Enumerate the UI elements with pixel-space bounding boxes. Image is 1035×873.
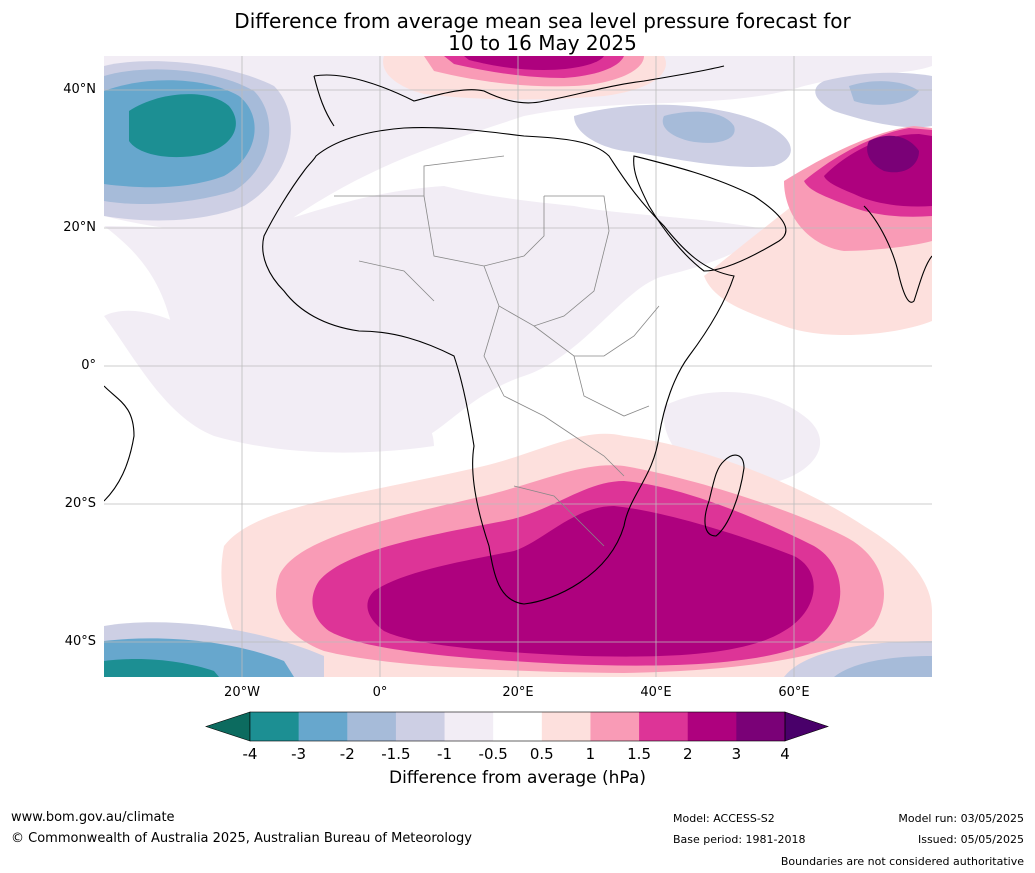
footer-website: www.bom.gov.au/climate — [11, 810, 175, 825]
colorbar-tick-label: -4 — [242, 745, 258, 763]
lat-label-20n: 20°N — [63, 220, 96, 235]
arabia-coastline — [633, 155, 787, 272]
colorbar-tick-label: -3 — [291, 745, 307, 763]
colorbar-tick-label: 1.5 — [627, 745, 651, 763]
lat-label-40n: 40°N — [63, 82, 96, 97]
coastlines — [104, 65, 932, 605]
anomaly-region-sh-high-core — [367, 506, 814, 657]
colorbar-tick-label: 1 — [585, 745, 596, 763]
lon-label-20e: 20°E — [502, 685, 534, 700]
colorbar-tick-label: -2 — [339, 745, 355, 763]
anomaly-region-mideast-low-inner — [662, 111, 735, 143]
colorbar-swatch — [347, 712, 397, 741]
colorbar-swatch — [687, 712, 737, 741]
colorbar-swatch — [590, 712, 640, 741]
colorbar-extend-high — [784, 711, 829, 742]
india-coastline — [863, 205, 932, 303]
footer-issued: Issued: 05/05/2025 — [917, 833, 1024, 846]
lon-label-20w: 20°W — [224, 685, 260, 700]
colorbar-tick-label: -1 — [437, 745, 453, 763]
colorbar-extend-low — [205, 711, 251, 742]
lat-label-20s: 20°S — [64, 496, 96, 511]
colorbar-swatch — [541, 712, 591, 741]
colorbar-swatch — [493, 712, 543, 741]
anomaly-region-lavender-north — [104, 56, 932, 233]
lat-label-0: 0° — [81, 358, 96, 373]
colorbar-swatch — [736, 712, 786, 741]
anomaly-region-low-core — [129, 94, 236, 158]
colorbar-swatch — [444, 712, 494, 741]
lon-label-0: 0° — [372, 685, 388, 700]
chart-title: Difference from average mean sea level p… — [0, 10, 1035, 54]
country-borders — [334, 155, 660, 547]
lon-label-60e: 60°E — [778, 685, 810, 700]
footer-boundaries: Boundaries are not considered authoritat… — [780, 855, 1024, 868]
africa-coastline — [262, 127, 735, 605]
colorbar-tick-label: -1.5 — [381, 745, 411, 763]
anomaly-region-sw-low-core — [104, 659, 219, 677]
colorbar-label: Difference from average (hPa) — [389, 768, 646, 788]
map-gridlines — [104, 56, 932, 677]
anomaly-region-lavender-eqatl — [104, 310, 434, 453]
colorbar-swatch — [250, 712, 300, 741]
colorbar-tick-label: 0.5 — [529, 745, 554, 763]
colorbar-tick-label: -0.5 — [478, 745, 508, 763]
anomaly-region-se-low-inner — [834, 656, 932, 677]
footer-model: Model: ACCESS-S2 — [673, 812, 775, 825]
footer-copyright: © Commonwealth of Australia 2025, Austra… — [11, 831, 472, 846]
colorbar-swatch — [639, 712, 689, 741]
footer-base-period: Base period: 1981-2018 — [673, 833, 806, 846]
south-america-coastline — [104, 385, 135, 502]
europe-coastline — [313, 65, 725, 104]
pressure-anomaly-map — [104, 56, 932, 677]
anomaly-region-india-high-peak — [867, 135, 919, 173]
footer-model-run: Model run: 03/05/2025 — [898, 812, 1024, 825]
map-svg — [104, 56, 932, 677]
colorbar-swatch — [395, 712, 446, 741]
lon-label-40e: 40°E — [640, 685, 672, 700]
lat-label-40s: 40°S — [64, 634, 96, 649]
title-line-1: Difference from average mean sea level p… — [234, 9, 851, 33]
madagascar-coastline — [704, 454, 745, 537]
colorbar — [205, 711, 829, 742]
anomaly-region-caspian-low-inner — [849, 81, 919, 105]
title-line-2: 10 to 16 May 2025 — [448, 31, 637, 55]
iberia-coastline — [313, 75, 335, 127]
colorbar-swatch — [298, 712, 348, 741]
anomaly-region-med-high-core — [464, 56, 604, 70]
colorbar-tick-label: 3 — [731, 745, 742, 763]
colorbar-tick-label: 4 — [780, 745, 790, 763]
colorbar-tick-label: 2 — [682, 745, 693, 763]
